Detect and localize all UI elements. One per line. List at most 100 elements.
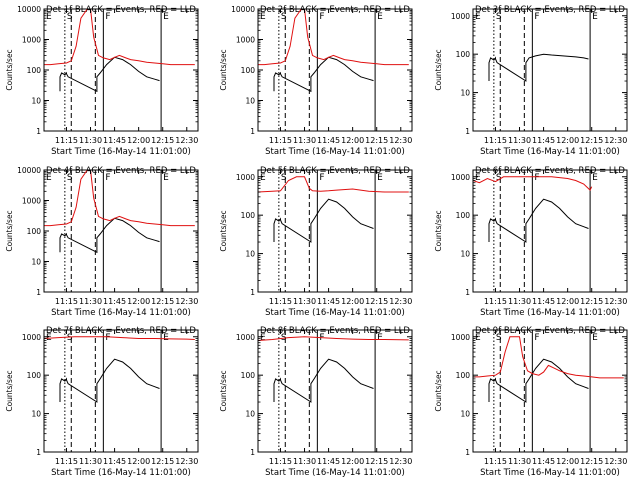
x-tick-label: 12:15 bbox=[580, 457, 603, 466]
event-marker-label: F bbox=[534, 12, 539, 22]
y-tick-label: 1000 bbox=[236, 173, 255, 182]
y-tick-label: 1000 bbox=[236, 36, 255, 45]
event-marker-label: E bbox=[592, 173, 598, 183]
event-marker-label: F bbox=[319, 173, 324, 183]
series-line bbox=[273, 358, 374, 403]
y-axis-label: Counts/sec bbox=[219, 370, 228, 411]
event-marker-label: F bbox=[105, 333, 110, 343]
event-marker-label: E bbox=[163, 333, 169, 343]
event-marker-label: E bbox=[260, 173, 266, 183]
y-tick-label: 1000 bbox=[451, 12, 470, 21]
event-marker-label: E bbox=[592, 333, 598, 343]
panel-title: Det 3f BLACK = Events, RED = LLD bbox=[475, 5, 625, 15]
panel-title: Det 8f BLACK = Events, RED = LLD bbox=[260, 326, 410, 336]
y-axis-label: Counts/sec bbox=[434, 370, 443, 411]
panel-title: Det 1f BLACK = Events, RED = LLD bbox=[46, 5, 196, 15]
x-tick-label: 11:45 bbox=[103, 136, 126, 145]
event-marker-label: E bbox=[377, 333, 383, 343]
event-marker-label: E bbox=[377, 173, 383, 183]
series-line bbox=[59, 56, 160, 93]
x-tick-label: 12:00 bbox=[556, 136, 579, 145]
y-axis-label: Counts/sec bbox=[219, 49, 228, 90]
y-tick-label: 1 bbox=[465, 127, 470, 136]
event-marker-label: E bbox=[475, 173, 481, 183]
x-tick-label: 12:00 bbox=[556, 457, 579, 466]
x-tick-label: 11:30 bbox=[79, 297, 102, 306]
series-group bbox=[258, 9, 409, 93]
event-markers bbox=[44, 170, 162, 292]
y-tick-label: 10 bbox=[31, 258, 41, 267]
x-tick-label: 11:15 bbox=[269, 136, 292, 145]
event-marker-label: E bbox=[475, 12, 481, 22]
panel-title: Det 4f BLACK = Events, RED = LLD bbox=[46, 166, 196, 176]
event-marker-label: F bbox=[534, 173, 539, 183]
y-tick-label: 10 bbox=[460, 250, 470, 259]
x-axis-label: Start Time (16-May-14 11:01:00) bbox=[51, 468, 191, 478]
series-line bbox=[44, 336, 195, 340]
x-tick-label: 11:15 bbox=[484, 297, 507, 306]
event-markers bbox=[258, 330, 376, 452]
x-tick-label: 12:15 bbox=[580, 297, 603, 306]
series-line bbox=[488, 358, 589, 403]
x-tick-label: 12:30 bbox=[175, 457, 198, 466]
plot-frame bbox=[43, 8, 199, 132]
x-tick-label: 12:30 bbox=[175, 297, 198, 306]
x-tick-label: 12:00 bbox=[341, 297, 364, 306]
x-tick-label: 11:30 bbox=[293, 136, 316, 145]
x-tick-label: 11:15 bbox=[484, 457, 507, 466]
event-marker-label: E bbox=[260, 12, 266, 22]
x-tick-label: 11:15 bbox=[484, 136, 507, 145]
x-tick-label: 12:30 bbox=[389, 457, 412, 466]
y-axis-label: Counts/sec bbox=[434, 49, 443, 90]
x-tick-label: 11:15 bbox=[55, 457, 78, 466]
y-tick-label: 1000 bbox=[22, 333, 41, 342]
y-tick-label: 10 bbox=[245, 97, 255, 106]
y-tick-label: 100 bbox=[456, 371, 471, 380]
x-axis-label: Start Time (16-May-14 11:01:00) bbox=[51, 308, 191, 318]
y-axis-label: Counts/sec bbox=[5, 210, 14, 251]
y-tick-label: 10 bbox=[460, 410, 470, 419]
event-marker-label: S bbox=[281, 12, 287, 22]
x-tick-label: 12:30 bbox=[604, 457, 627, 466]
event-marker-label: F bbox=[319, 12, 324, 22]
x-tick-label: 12:30 bbox=[604, 297, 627, 306]
x-axis-label: Start Time (16-May-14 11:01:00) bbox=[51, 147, 191, 157]
event-marker-label: F bbox=[534, 333, 539, 343]
event-marker-label: E bbox=[46, 12, 52, 22]
y-tick-label: 100 bbox=[241, 371, 256, 380]
x-axis-label: Start Time (16-May-14 11:01:00) bbox=[480, 147, 620, 157]
event-marker-label: S bbox=[67, 333, 73, 343]
event-marker-label: F bbox=[105, 173, 110, 183]
event-marker-label: S bbox=[281, 173, 287, 183]
plot-frame bbox=[472, 8, 628, 132]
y-tick-label: 10 bbox=[31, 410, 41, 419]
y-tick-label: 1 bbox=[465, 448, 470, 457]
x-tick-label: 12:00 bbox=[341, 136, 364, 145]
x-tick-label: 11:15 bbox=[55, 136, 78, 145]
x-tick-label: 11:30 bbox=[508, 457, 531, 466]
y-tick-label: 10000 bbox=[17, 166, 41, 175]
y-axis-label: Counts/sec bbox=[5, 49, 14, 90]
x-tick-label: 12:30 bbox=[389, 297, 412, 306]
event-markers bbox=[473, 9, 591, 131]
series-group bbox=[44, 336, 195, 403]
x-tick-label: 12:30 bbox=[604, 136, 627, 145]
event-markers bbox=[44, 330, 162, 452]
x-axis-label: Start Time (16-May-14 11:01:00) bbox=[480, 468, 620, 478]
x-axis-label: Start Time (16-May-14 11:01:00) bbox=[265, 308, 405, 318]
y-axis-label: Counts/sec bbox=[219, 210, 228, 251]
y-tick-label: 10000 bbox=[17, 5, 41, 14]
x-tick-label: 11:45 bbox=[532, 136, 555, 145]
x-tick-label: 12:15 bbox=[365, 136, 388, 145]
y-tick-label: 100 bbox=[27, 66, 42, 75]
y-tick-label: 100 bbox=[241, 211, 256, 220]
series-line bbox=[473, 176, 593, 191]
event-marker-label: S bbox=[496, 173, 502, 183]
y-tick-label: 100 bbox=[456, 211, 471, 220]
x-tick-label: 11:45 bbox=[103, 297, 126, 306]
x-axis-label: Start Time (16-May-14 11:01:00) bbox=[265, 147, 405, 157]
